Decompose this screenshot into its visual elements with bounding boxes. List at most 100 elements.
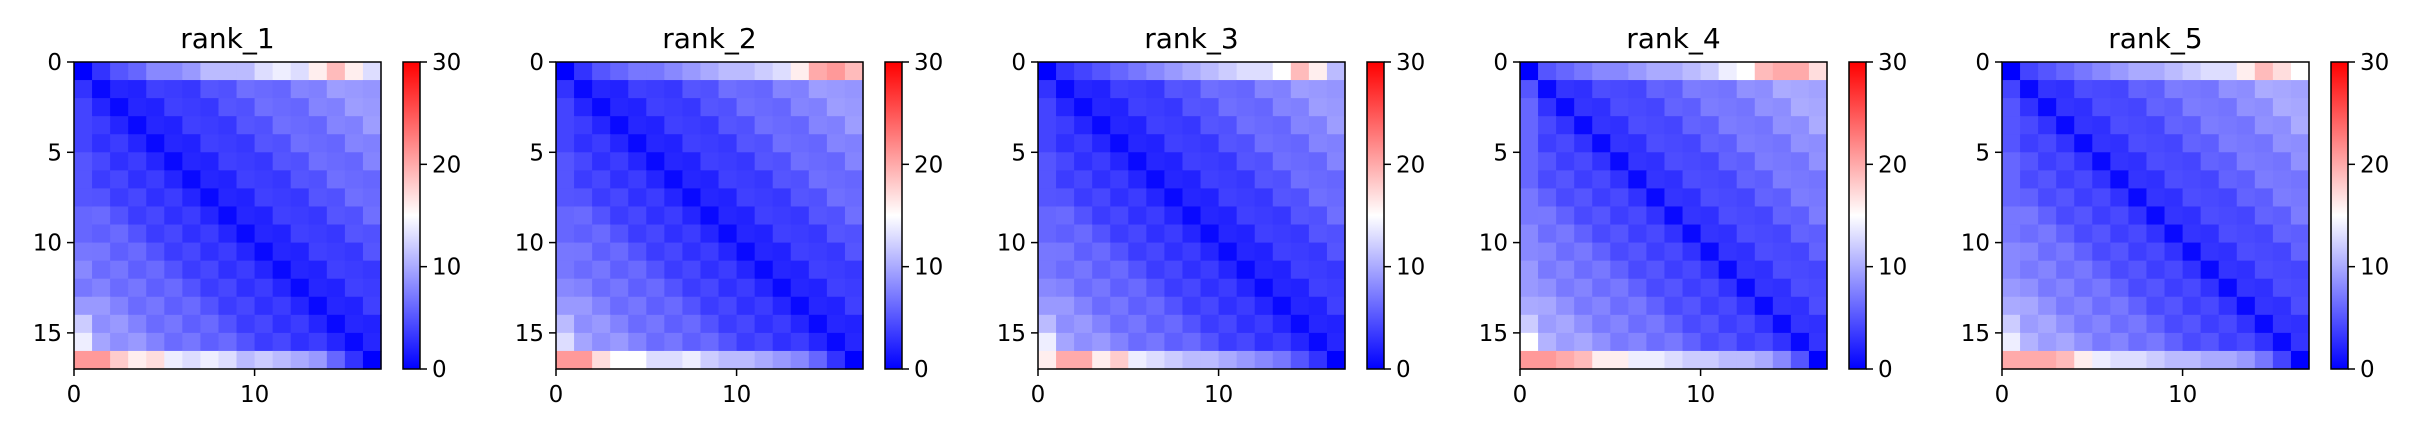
heatmap-cell [1646, 260, 1666, 280]
heatmap-cell [2056, 350, 2075, 370]
heatmap-cell [308, 80, 328, 99]
heatmap-cell [74, 152, 93, 171]
heatmap-cell [2254, 260, 2274, 280]
y-tick-label: 10 [33, 231, 62, 257]
heatmap-cell [128, 278, 147, 298]
heatmap-cell [2110, 116, 2130, 135]
heatmap-cell [664, 98, 684, 117]
heatmap-cell [1628, 116, 1648, 135]
heatmap-cells [74, 62, 382, 370]
heatmap-cell [2038, 278, 2057, 298]
heatmap-cell [254, 242, 274, 262]
heatmap-cell [2164, 296, 2184, 316]
heatmap-cell [2182, 350, 2202, 370]
y-tick-label: 5 [1011, 140, 1026, 166]
heatmap-cell [1200, 332, 1220, 352]
heatmap-cell [272, 134, 292, 153]
colorbar-tick-label: 30 [914, 50, 943, 76]
heatmap-cell [1682, 98, 1702, 117]
heatmap-cell [200, 350, 220, 370]
heatmap-cell [1628, 188, 1648, 208]
heatmap-cell [1128, 224, 1147, 244]
heatmap-cell [646, 116, 665, 135]
heatmap-cell [1254, 332, 1274, 352]
heatmap-cell [610, 332, 629, 352]
heatmap-cell [1092, 188, 1111, 208]
heatmap-cell [1200, 152, 1220, 171]
heatmap-cell [772, 188, 792, 208]
heatmap-cell [2002, 260, 2021, 280]
heatmap-cell [790, 278, 810, 298]
heatmap-cell [2272, 224, 2292, 244]
heatmap-cell [610, 224, 629, 244]
heatmap-cell [1074, 314, 1093, 334]
heatmap-cell [2290, 188, 2310, 208]
heatmap-cell [1664, 134, 1684, 153]
heatmap-cell [2254, 98, 2274, 117]
heatmap-cell [290, 314, 310, 334]
heatmap-cell [1628, 260, 1648, 280]
heatmap-cell [272, 224, 292, 244]
heatmap-cell [1646, 116, 1666, 135]
heatmap-cell [2146, 242, 2166, 262]
heatmap-cell [200, 296, 220, 316]
heatmap-cell [2182, 152, 2202, 171]
heatmap-cell [1736, 62, 1756, 81]
heatmap-cell [182, 332, 202, 352]
heatmap-cell [1128, 350, 1147, 370]
heatmap-cell [1326, 332, 1346, 352]
heatmap-cell [592, 80, 611, 99]
heatmap-cell [1790, 188, 1810, 208]
heatmap-cell [164, 206, 183, 226]
heatmap-cell [754, 80, 774, 99]
y-tick-label: 15 [1961, 321, 1990, 347]
heatmap-cell [754, 152, 774, 171]
heatmap-cell [2002, 224, 2021, 244]
heatmap-cell [1200, 62, 1220, 81]
heatmap-cell [1574, 170, 1593, 190]
heatmap-cell [2092, 170, 2111, 190]
heatmap-cell [628, 152, 647, 171]
heatmap-cell [1610, 170, 1629, 190]
heatmap-cell [2002, 314, 2021, 334]
heatmap-cell [1610, 350, 1629, 370]
heatmap-cell [664, 224, 684, 244]
heatmap-cell [2272, 260, 2292, 280]
heatmap-cell [790, 62, 810, 81]
heatmap-cell [1074, 224, 1093, 244]
heatmap-cell [628, 116, 647, 135]
heatmap-cell [1308, 134, 1328, 153]
heatmap-cell [2002, 278, 2021, 298]
heatmap-cell [1308, 296, 1328, 316]
heatmap-cell [718, 116, 738, 135]
heatmap-cell [2182, 116, 2202, 135]
heatmap-cell [182, 206, 202, 226]
heatmap-cell [128, 116, 147, 135]
heatmap-cell [1646, 242, 1666, 262]
heatmap-cell [1556, 116, 1575, 135]
heatmap-cell [1664, 242, 1684, 262]
heatmap-cell [556, 224, 575, 244]
heatmap-cell [2110, 332, 2130, 352]
heatmap-cell [1520, 98, 1539, 117]
heatmap-cell [826, 350, 846, 370]
heatmap-cell [2038, 116, 2057, 135]
heatmap-cell [164, 314, 183, 334]
heatmap-cell [2200, 98, 2220, 117]
heatmap-cell [1326, 242, 1346, 262]
heatmap-cell [2002, 152, 2021, 171]
heatmap-cell [74, 116, 93, 135]
colorbar [885, 62, 902, 369]
heatmap-cell [2164, 314, 2184, 334]
heatmap-cell [146, 170, 165, 190]
heatmap-cell [2272, 134, 2292, 153]
heatmap-cell [2272, 98, 2292, 117]
heatmap-cell [74, 188, 93, 208]
heatmap-cell [2038, 188, 2057, 208]
heatmap-cell [1254, 152, 1274, 171]
heatmap-cell [754, 134, 774, 153]
colorbar-tick-label: 20 [914, 152, 943, 178]
heatmap-cell [2020, 260, 2039, 280]
heatmap-cell [2020, 242, 2039, 262]
heatmap-cell [1200, 296, 1220, 316]
